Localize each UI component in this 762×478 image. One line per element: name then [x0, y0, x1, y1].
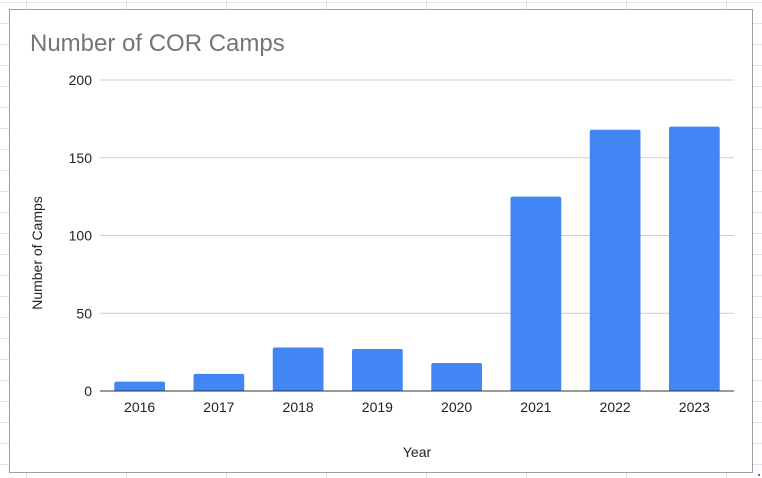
x-tick-labels: 2016 2017 2018 2019 2020 2021 2022 2023: [124, 399, 710, 415]
resize-handle[interactable]: [758, 474, 760, 476]
y-tick-label: 50: [76, 305, 92, 321]
bar-chart-plot: 0 50 100 150 200 2016 2017 2018 2019 2020 2021 202…: [69, 72, 734, 415]
x-tick-label: 2020: [441, 399, 472, 415]
bar-2018[interactable]: [272, 347, 324, 391]
y-tick-label: 200: [69, 72, 93, 88]
bar-2021[interactable]: [510, 196, 562, 391]
x-tick-label: 2022: [600, 399, 631, 415]
x-tick-label: 2017: [203, 399, 234, 415]
y-tick-labels: 0 50 100 150 200: [69, 72, 93, 399]
y-tick-label: 0: [84, 383, 92, 399]
x-tick-label: 2019: [362, 399, 393, 415]
x-tick-label: 2023: [679, 399, 710, 415]
y-tick-label: 150: [69, 150, 93, 166]
x-axis-title: Year: [402, 444, 432, 460]
x-tick-label: 2016: [124, 399, 155, 415]
y-tick-label: 100: [69, 228, 93, 244]
bar-2016[interactable]: [114, 381, 165, 391]
chart-container[interactable]: Number of COR Camps Number of Camps Year…: [9, 9, 753, 473]
bar-2019[interactable]: [352, 349, 403, 391]
bar-2022[interactable]: [589, 129, 641, 391]
bar-2020[interactable]: [431, 363, 482, 391]
bar-2023[interactable]: [669, 126, 720, 392]
bar-2017[interactable]: [193, 373, 245, 391]
chart-title: Number of COR Camps: [30, 30, 285, 57]
x-tick-label: 2018: [283, 399, 314, 415]
x-tick-label: 2021: [520, 399, 551, 415]
bars: [114, 126, 720, 392]
